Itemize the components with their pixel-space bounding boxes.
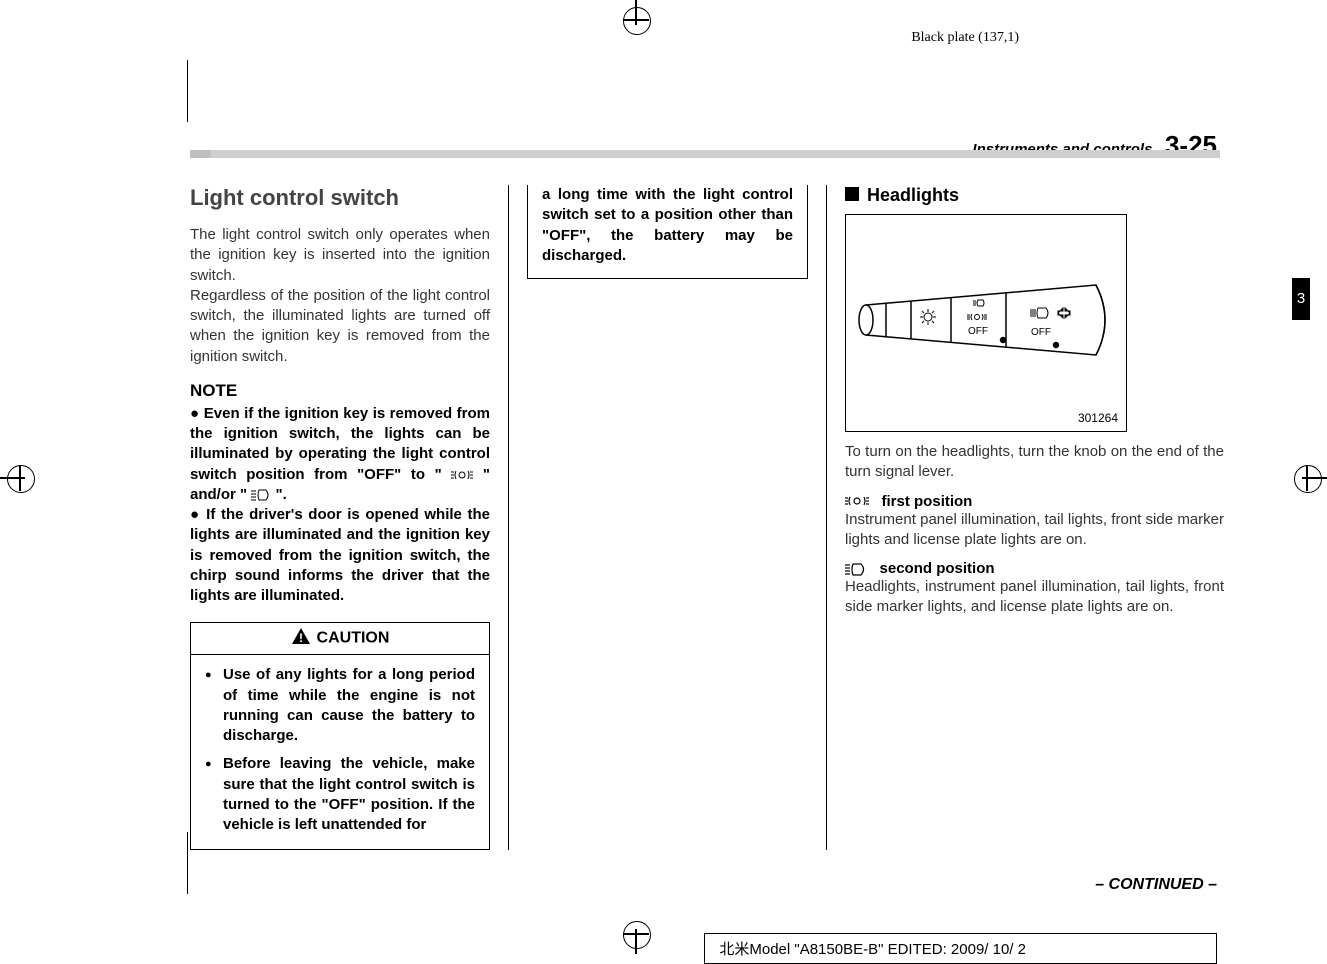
footer-model-info: 北米Model "A8150BE-B" EDITED: 2009/ 10/ 2 — [704, 933, 1217, 964]
crop-mark-right — [1287, 458, 1327, 498]
header-rule — [190, 150, 1220, 158]
crop-mark-top — [616, 0, 656, 40]
first-position-text: Instrument panel illumination, tail ligh… — [845, 510, 1224, 551]
figure-number: 301264 — [1078, 411, 1118, 425]
caution-item-1: Use of any lights for a long period of t… — [205, 665, 475, 746]
para-intro-2: Regardless of the position of the light … — [190, 286, 490, 367]
crop-mark-left — [0, 458, 40, 498]
warning-triangle-icon: ! — [291, 627, 311, 650]
caution-box: ! CAUTION Use of any lights for a long p… — [190, 622, 490, 850]
figure-off-label-1: OFF — [968, 326, 988, 337]
para-intro-1: The light control switch only operates w… — [190, 225, 490, 286]
caution-item-2: Before leaving the vehicle, make sure th… — [205, 754, 475, 835]
first-position-heading: first position — [845, 493, 1224, 510]
headlight-icon — [845, 560, 871, 577]
heading-headlights: Headlights — [845, 185, 1224, 206]
crop-mark-bottom — [616, 914, 656, 954]
caution-heading: ! CAUTION — [191, 623, 489, 655]
note-item-1: ● Even if the ignition key is removed fr… — [190, 404, 490, 505]
caution-body: Use of any lights for a long period of t… — [191, 655, 489, 849]
column-1: Light control switch The light control s… — [190, 185, 508, 850]
note-item-2: ● If the driver's door is opened while t… — [190, 505, 490, 606]
headlight-icon — [247, 486, 275, 503]
trim-line-top — [187, 60, 188, 122]
caution-box-continued: a long time with the light control switc… — [527, 185, 808, 279]
column-2: a long time with the light control switc… — [508, 185, 826, 850]
note-heading: NOTE — [190, 381, 490, 401]
headlight-stalk-illustration: OFF OFF — [856, 235, 1116, 405]
figure-headlight-stalk: OFF OFF 301264 — [845, 214, 1127, 432]
second-position-text: Headlights, instrument panel illuminatio… — [845, 577, 1224, 618]
column-3: Headlights — [826, 185, 1224, 850]
black-plate-label: Black plate (137,1) — [911, 30, 1019, 46]
second-position-heading: second position — [845, 560, 1224, 577]
continued-label: – CONTINUED – — [1095, 876, 1217, 894]
parking-light-icon — [442, 466, 483, 483]
chapter-tab: 3 — [1292, 278, 1310, 320]
heading-light-control-switch: Light control switch — [190, 185, 490, 211]
trim-line-bottom — [187, 832, 188, 894]
figure-off-label-2: OFF — [1031, 327, 1051, 338]
parking-light-icon — [845, 493, 873, 510]
svg-text:!: ! — [299, 631, 303, 645]
heading-bullet-icon — [845, 187, 859, 201]
para-headlights-intro: To turn on the headlights, turn the knob… — [845, 442, 1224, 483]
